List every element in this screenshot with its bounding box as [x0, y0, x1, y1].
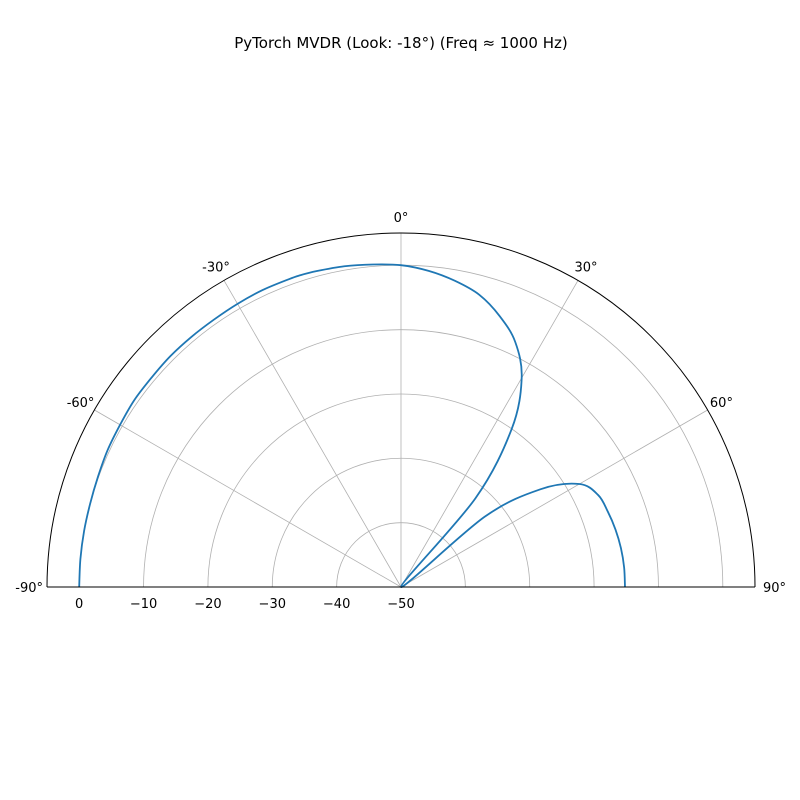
- outer-arc: [46, 232, 756, 588]
- theta-tick-label: 30°: [574, 261, 597, 276]
- r-gridline: [207, 393, 595, 588]
- beam-pattern-line: [78, 263, 626, 588]
- theta-gridline: [94, 409, 402, 588]
- theta-gridline: [400, 280, 579, 588]
- chart-title: PyTorch MVDR (Look: -18°) (Freq ≈ 1000 H…: [234, 34, 567, 52]
- r-tick-label: −40: [323, 597, 350, 612]
- theta-tick-label: 90°: [763, 581, 786, 596]
- theta-tick-label: -60°: [67, 396, 95, 411]
- theta-tick-label: 0°: [394, 211, 409, 226]
- theta-gridline: [223, 280, 402, 588]
- r-gridline: [336, 522, 466, 588]
- r-gridline: [143, 329, 659, 588]
- polar-frame: [46, 232, 756, 588]
- theta-tick-label: -30°: [202, 261, 230, 276]
- r-gridline: [271, 457, 531, 588]
- theta-gridline: [400, 409, 708, 588]
- r-tick-label: −20: [194, 597, 221, 612]
- r-tick-label: 0: [75, 597, 83, 612]
- theta-tick-label: 60°: [710, 396, 733, 411]
- tick-labels: -90° -60° -30° 0° 30° 60° 90° 0 −10 −20 −30 −40 −50: [15, 211, 786, 612]
- r-tick-label: −30: [259, 597, 286, 612]
- polar-grid: [78, 233, 724, 588]
- r-tick-label: −10: [130, 597, 157, 612]
- series-layer: [78, 263, 626, 588]
- theta-tick-label: -90°: [15, 581, 43, 596]
- r-tick-label: −50: [387, 597, 414, 612]
